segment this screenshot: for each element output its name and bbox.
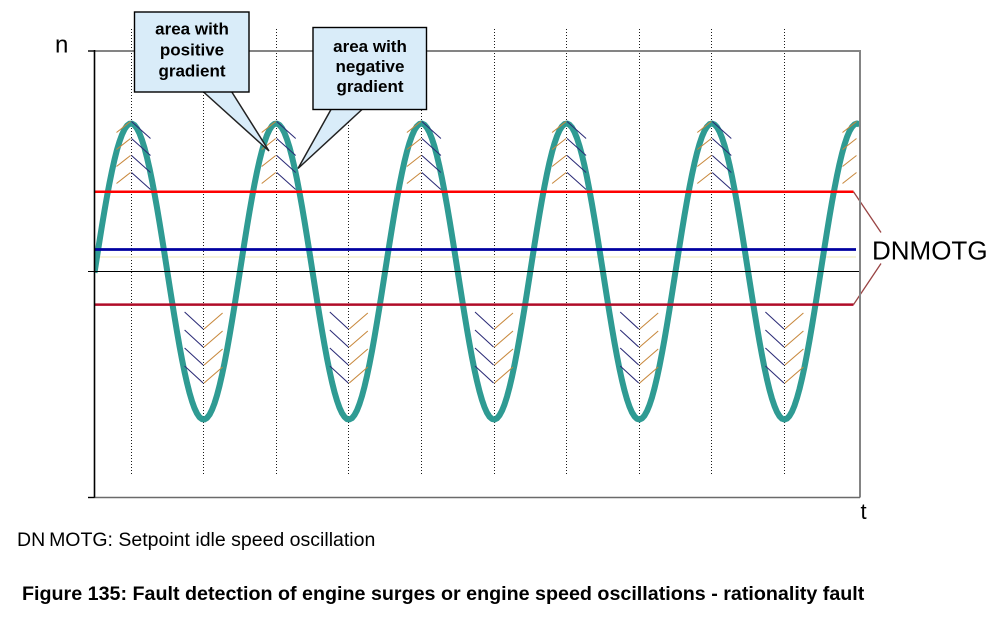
svg-text:area with: area with (333, 37, 407, 56)
svg-text:positive: positive (160, 41, 224, 60)
svg-text:n: n (55, 32, 68, 59)
svg-text:area with: area with (155, 20, 229, 39)
svg-text:DN MOTG: Setpoint idle speed o: DN MOTG: Setpoint idle speed oscillation (17, 529, 375, 551)
svg-text:gradient: gradient (336, 77, 403, 96)
svg-text:gradient: gradient (158, 62, 225, 81)
svg-text:Figure 135: Fault detection of: Figure 135: Fault detection of engine su… (22, 583, 865, 605)
svg-text:t: t (861, 499, 867, 524)
svg-text:negative: negative (336, 57, 405, 76)
svg-text:DNMOTG: DNMOTG (872, 236, 988, 266)
